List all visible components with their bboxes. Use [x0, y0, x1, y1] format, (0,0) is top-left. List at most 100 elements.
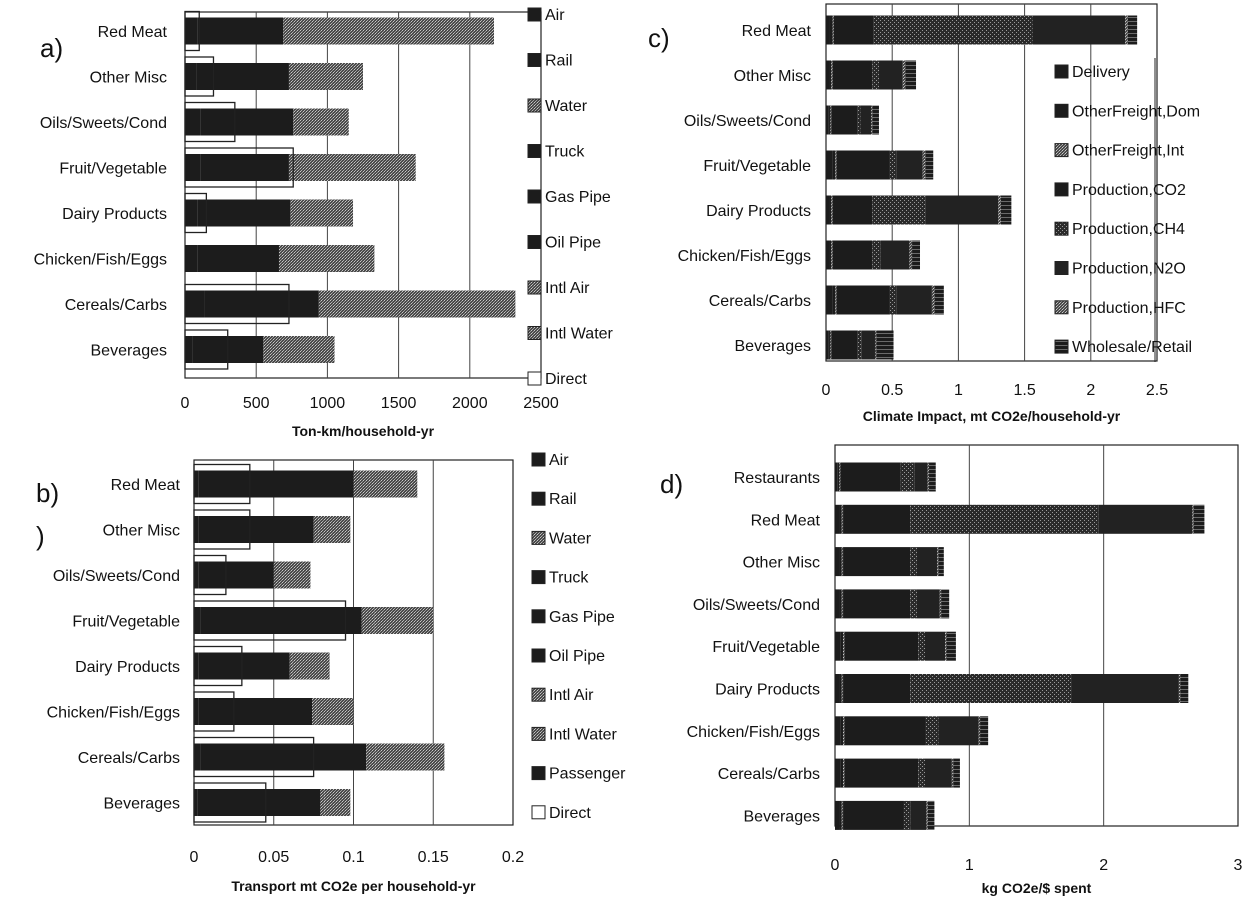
legend-swatch-oil-pipe [531, 648, 546, 663]
bar-red-meat-production-n2o [1098, 504, 1193, 534]
bar-red-meat-wholesale-retail [1127, 15, 1138, 45]
bar-red-meat-truck [198, 470, 354, 498]
legend-swatch-oil-pipe [527, 235, 542, 249]
bar-cereals-carbs-otherfreight-int [843, 758, 845, 788]
category-label: Red Meat [742, 23, 812, 40]
bar-fruit-vegetable-production-n2o [925, 631, 946, 661]
panel-label: a) [40, 33, 63, 63]
bar-other-misc-wholesale-retail [938, 547, 944, 577]
bar-fruit-vegetable-production-co2 [844, 631, 919, 661]
bar-cereals-carbs-delivery [826, 285, 833, 315]
bar-beverages-production-hfc [926, 800, 928, 830]
bar-dairy-products-otherfreight-int [831, 195, 833, 225]
category-label: Dairy Products [75, 659, 180, 676]
x-axis-label: Transport mt CO2e per household-yr [231, 878, 476, 894]
bar-fruit-vegetable-production-ch4 [889, 150, 897, 180]
legend-swatch-direct [531, 805, 546, 820]
legend-swatch-wholesale-retail [1054, 339, 1069, 354]
bar-beverages-rail [194, 789, 198, 816]
bar-dairy-products-otherfreight-dom [839, 674, 842, 703]
bar-restaurants-otherfreight-dom [837, 462, 840, 492]
legend-swatch-otherfreight-int [1054, 143, 1069, 158]
category-label: Oils/Sweets/Cond [684, 113, 811, 130]
bar-cereals-carbs-otherfreight-dom [840, 758, 844, 788]
category-label: Other Misc [734, 68, 811, 85]
bar-fruit-vegetable-wholesale-retail [946, 631, 956, 661]
bar-chicken-fish-eggs-rail [194, 698, 199, 725]
bar-fruit-vegetable-otherfreight-dom [832, 150, 836, 180]
legend-swatch-production-ch4 [1054, 221, 1069, 236]
bar-chicken-fish-eggs-production-n2o [938, 716, 979, 746]
bar-beverages-production-ch4 [903, 800, 911, 830]
bar-oils-sweets-cond-rail [185, 108, 201, 136]
bar-fruit-vegetable-intl-air [361, 607, 375, 634]
category-label: Cereals/Carbs [78, 750, 180, 767]
bar-dairy-products-rail [185, 199, 198, 227]
legend-swatch-rail [527, 53, 542, 67]
x-axis-label: Ton-km/household-yr [292, 423, 435, 439]
tick-label: 2 [1099, 857, 1108, 874]
bar-red-meat-delivery [835, 504, 840, 534]
bar-other-misc-delivery [835, 547, 840, 577]
legend-entry-rail: Rail [545, 53, 573, 70]
direct-outline-cereals-carbs [193, 736, 315, 778]
tick-label: 1 [965, 857, 974, 874]
bar-restaurants-production-co2 [840, 462, 901, 492]
legend-entry-rail: Rail [549, 491, 577, 508]
legend-entry-direct: Direct [545, 371, 587, 388]
legend-entry-truck: Truck [545, 144, 585, 161]
legend-entry-water: Water [549, 530, 592, 547]
category-label: Oils/Sweets/Cond [53, 568, 180, 585]
bar-cereals-carbs-wholesale-retail [934, 285, 944, 315]
bar-oils-sweets-cond-intl-water [293, 108, 349, 136]
bar-beverages-truck [197, 789, 321, 816]
tick-label: 0 [190, 849, 199, 866]
legend-entry-production-co2: Production,CO2 [1072, 182, 1186, 199]
legend-swatch-direct [527, 371, 542, 386]
bar-red-meat-rail [185, 17, 198, 45]
bar-chicken-fish-eggs-wholesale-retail [980, 716, 989, 746]
category-label: Fruit/Vegetable [72, 614, 180, 631]
bar-other-misc-truck [198, 516, 314, 543]
category-label: Beverages [104, 796, 181, 813]
bar-beverages-intl-water [263, 336, 335, 363]
tick-label: 1000 [310, 395, 346, 412]
category-label: Fruit/Vegetable [59, 161, 167, 178]
bar-oils-sweets-cond-production-n2o [860, 105, 872, 135]
bar-dairy-products-wholesale-retail [1180, 674, 1189, 703]
bar-dairy-products-otherfreight-int [841, 674, 844, 703]
tick-label: 1500 [381, 395, 417, 412]
tick-label: 0.5 [881, 382, 903, 399]
category-label: Chicken/Fish/Eggs [47, 705, 180, 722]
legend-entry-air: Air [549, 452, 569, 469]
category-label: Dairy Products [706, 203, 811, 220]
legend-swatch-water [531, 530, 546, 545]
bar-fruit-vegetable-delivery [835, 631, 841, 661]
legend-entry-gas-pipe: Gas Pipe [545, 189, 611, 206]
bar-chicken-fish-eggs-otherfreight-dom [840, 716, 844, 746]
legend-swatch-gas-pipe [527, 189, 542, 204]
bar-fruit-vegetable-rail [194, 607, 201, 634]
bar-beverages-production-n2o [910, 800, 927, 830]
bar-cereals-carbs-intl-water [318, 290, 516, 318]
bar-chicken-fish-eggs-otherfreight-dom [829, 240, 832, 270]
legend-swatch-rail [531, 491, 546, 506]
category-label: Dairy Products [715, 682, 820, 699]
bar-chicken-fish-eggs-intl-water [278, 245, 375, 272]
bar-dairy-products-rail [194, 652, 199, 680]
legend-entry-intl-air: Intl Air [549, 687, 594, 704]
x-axis-label: kg CO2e/$ spent [982, 880, 1092, 896]
direct-outline-fruit-vegetable [193, 600, 347, 641]
tick-label: 2500 [523, 395, 559, 412]
bar-cereals-carbs-production-hfc [951, 758, 954, 788]
bar-beverages-rail [185, 336, 193, 363]
bar-restaurants-production-hfc [927, 462, 930, 492]
bar-red-meat-intl-air [353, 470, 370, 498]
bar-fruit-vegetable-production-ch4 [918, 631, 926, 661]
bar-other-misc-production-co2 [843, 547, 911, 577]
category-label: Oils/Sweets/Cond [40, 115, 167, 132]
bar-oils-sweets-cond-production-ch4 [857, 105, 861, 135]
legend-swatch-passenger [531, 766, 546, 781]
tick-label: 500 [243, 395, 270, 412]
